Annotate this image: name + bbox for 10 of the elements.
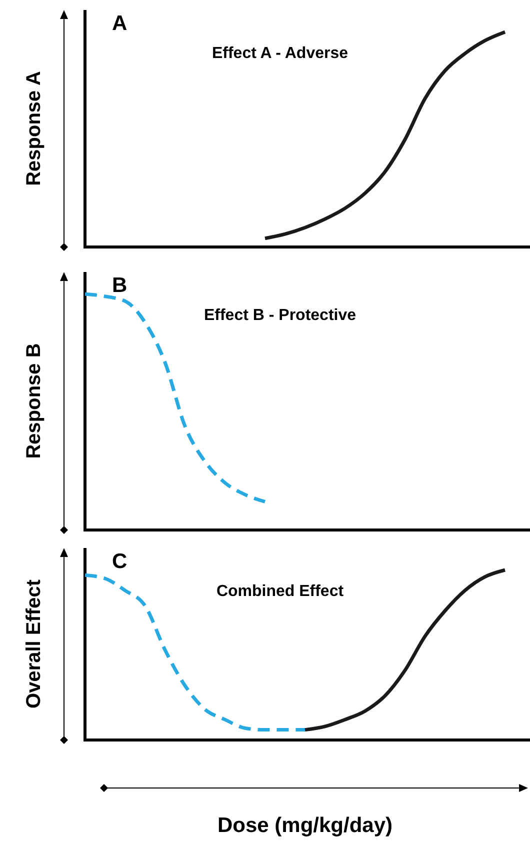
y-axis-title: Response B: [23, 343, 45, 459]
annotation: A: [112, 12, 128, 35]
text: Effect B - Protective: [204, 307, 356, 324]
text: Effect A - Adverse: [212, 45, 348, 62]
annotation: B: [112, 274, 128, 297]
y-axis-title: Overall Effect: [23, 579, 45, 708]
text: Combined Effect: [216, 583, 344, 600]
y-axis-title: Response A: [23, 71, 45, 186]
x-axis-title: Dose (mg/kg/day): [217, 814, 393, 837]
annotation: C: [112, 550, 128, 573]
